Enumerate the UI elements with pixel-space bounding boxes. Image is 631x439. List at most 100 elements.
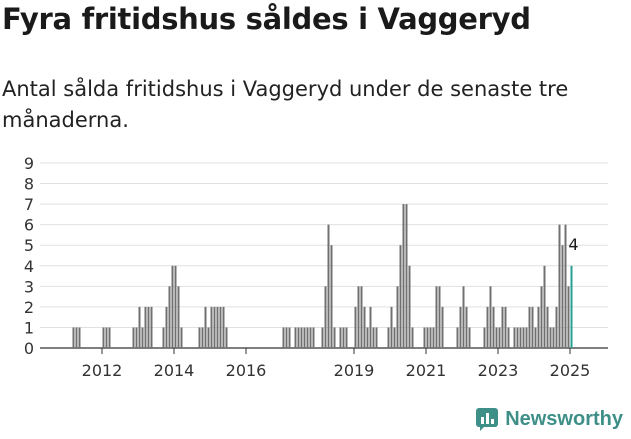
bar [102, 327, 105, 348]
bar [333, 327, 336, 348]
chart-subtitle: Antal sålda fritidshus i Vaggeryd under … [2, 77, 569, 132]
bar [534, 327, 537, 348]
bar [222, 306, 225, 348]
bar [492, 306, 495, 348]
bar [330, 245, 333, 348]
bar [564, 224, 567, 348]
bar [375, 327, 378, 348]
bar [552, 327, 555, 348]
bar [543, 265, 546, 348]
bar [432, 327, 435, 348]
y-tick-label: 4 [24, 257, 34, 276]
bar [180, 327, 183, 348]
bars [72, 204, 573, 348]
bar [282, 327, 285, 348]
bar [462, 286, 465, 348]
grid-lines [40, 162, 608, 349]
y-tick-label: 7 [24, 195, 34, 214]
bar [495, 327, 498, 348]
bar [465, 306, 468, 348]
bar [369, 306, 372, 348]
bar [537, 306, 540, 348]
x-axis-ticks: 2012 2014 2016 2019 2021 2023 2025 [82, 348, 591, 380]
bar [372, 327, 375, 348]
y-tick-label: 8 [24, 175, 34, 194]
x-tick-label: 2021 [406, 361, 447, 380]
bar [216, 306, 219, 348]
bar [486, 306, 489, 348]
bar [501, 306, 504, 348]
bar [342, 327, 345, 348]
bar [204, 306, 207, 348]
bar [438, 286, 441, 348]
bar [210, 306, 213, 348]
bar [405, 204, 408, 348]
bar [201, 327, 204, 348]
bar [426, 327, 429, 348]
bar [108, 327, 111, 348]
bar [141, 327, 144, 348]
bar [549, 327, 552, 348]
bar [513, 327, 516, 348]
bar [489, 286, 492, 348]
y-tick-label: 3 [24, 277, 34, 296]
bar-highlight [570, 265, 573, 348]
x-tick-label: 2016 [226, 361, 267, 380]
bar [72, 327, 75, 348]
bar [225, 327, 228, 348]
bar [309, 327, 312, 348]
bar [546, 306, 549, 348]
bar [177, 286, 180, 348]
bar [297, 327, 300, 348]
bar [435, 286, 438, 348]
bar [294, 327, 297, 348]
bar [363, 306, 366, 348]
bar [135, 327, 138, 348]
bar [285, 327, 288, 348]
bar [132, 327, 135, 348]
y-axis-ticks: 0 12 34 56 78 9 [24, 154, 34, 358]
newsworthy-logo-icon [476, 408, 499, 431]
bar [150, 306, 153, 348]
bar [219, 306, 222, 348]
bar [339, 327, 342, 348]
bar [312, 327, 315, 348]
bar [393, 327, 396, 348]
x-tick-label: 2023 [478, 361, 519, 380]
bar [174, 265, 177, 348]
bar [483, 327, 486, 348]
y-tick-label: 2 [24, 298, 34, 317]
bar [468, 327, 471, 348]
bar [165, 306, 168, 348]
x-tick-label: 2012 [82, 361, 123, 380]
bar [561, 245, 564, 348]
bar [345, 327, 348, 348]
bar [366, 327, 369, 348]
bar [567, 286, 570, 348]
bar [357, 286, 360, 348]
brand-logo[interactable]: Newsworthy [475, 407, 623, 431]
y-tick-label: 1 [24, 318, 34, 337]
bar [75, 327, 78, 348]
x-tick-label: 2025 [550, 361, 591, 380]
bar [306, 327, 309, 348]
bar [147, 306, 150, 348]
bar [558, 224, 561, 348]
bar [387, 327, 390, 348]
y-tick-label: 0 [24, 339, 34, 358]
bar [144, 306, 147, 348]
bar [459, 306, 462, 348]
bar [162, 327, 165, 348]
x-tick-label: 2014 [154, 361, 195, 380]
bar-data-label: 4 [568, 235, 578, 254]
bar [78, 327, 81, 348]
data-labels: 4 [568, 235, 578, 254]
bar [402, 204, 405, 348]
bar [555, 306, 558, 348]
bar [390, 306, 393, 348]
brand-name: Newsworthy [505, 407, 623, 430]
bar [423, 327, 426, 348]
bar [138, 306, 141, 348]
bar [321, 327, 324, 348]
